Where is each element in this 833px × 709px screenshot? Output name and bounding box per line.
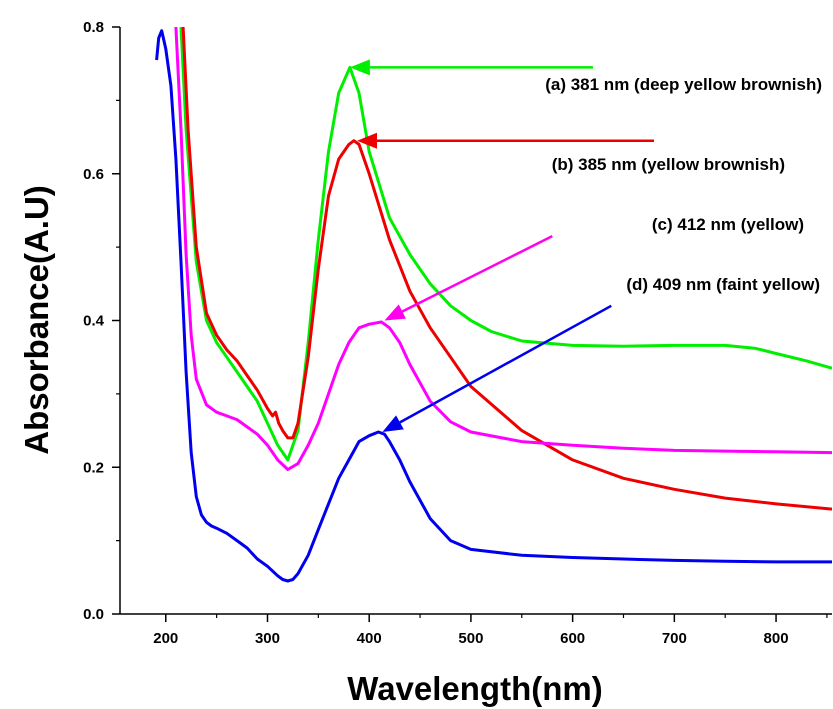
x-tick-label: 200: [153, 630, 178, 647]
annotation-label-a: (a) 381 nm (deep yellow brownish): [545, 75, 822, 94]
x-tick-label: 700: [662, 630, 687, 647]
x-axis-title: Wavelength(nm): [347, 670, 602, 707]
y-tick-label: 0.0: [83, 606, 104, 623]
x-tick-labels: 200 300 400 500 600 700 800: [153, 630, 788, 647]
x-tick-label: 400: [357, 630, 382, 647]
y-tick-labels: 0.0 0.2 0.4 0.6 0.8: [83, 19, 105, 623]
series-layer: [155, 27, 832, 583]
arrow-c: [384, 235, 553, 321]
y-tick-label: 0.6: [83, 166, 104, 183]
x-tick-label: 800: [764, 630, 789, 647]
y-tick-label: 0.8: [83, 19, 104, 36]
annotation-label-d: (d) 409 nm (faint yellow): [626, 275, 820, 294]
arrow-d: [382, 304, 612, 433]
y-tick-label: 0.2: [83, 459, 104, 476]
annotation-labels: (a) 381 nm (deep yellow brownish) (b) 385…: [545, 75, 822, 294]
arrow-a: [349, 59, 593, 76]
x-tick-label: 500: [458, 630, 483, 647]
annotation-arrows: [349, 59, 654, 433]
x-tick-label: 300: [255, 630, 280, 647]
series-c-line: [174, 27, 832, 471]
y-tick-label: 0.4: [83, 313, 105, 330]
series-b-line: [181, 27, 832, 511]
x-tick-label: 600: [560, 630, 585, 647]
axes: [112, 26, 832, 622]
series-a-line: [179, 27, 832, 462]
series-d-line: [155, 29, 832, 583]
annotation-label-c: (c) 412 nm (yellow): [652, 215, 804, 234]
annotation-label-b: (b) 385 nm (yellow brownish): [552, 155, 785, 174]
arrow-b: [356, 132, 654, 149]
y-axis-title: Absorbance(A.U): [18, 185, 55, 455]
